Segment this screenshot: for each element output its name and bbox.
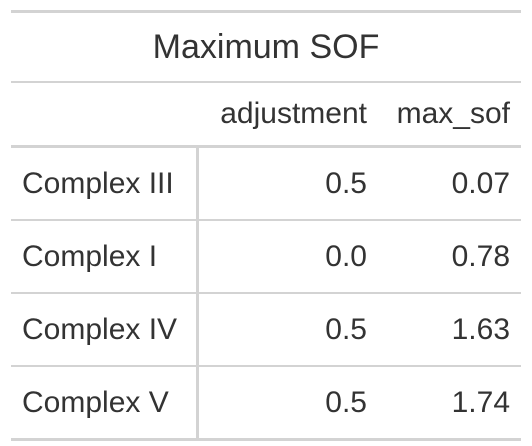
row-label: Complex V — [11, 366, 199, 440]
adjustment-cell: 0.5 — [325, 312, 367, 346]
table-body: Complex III 0.5 0.07 Complex I 0.0 0.78 … — [11, 146, 521, 440]
table-header: adjustment max_sof — [11, 83, 521, 147]
adjustment-cell: 0.0 — [325, 239, 367, 273]
max-sof-cell: 1.74 — [451, 385, 510, 419]
max-sof-cell: 0.07 — [451, 166, 510, 200]
row-label: Complex I — [11, 220, 199, 293]
table-row: Complex III 0.5 0.07 — [11, 146, 521, 220]
adjustment-cell: 0.5 — [325, 385, 367, 419]
title-rule — [11, 81, 521, 83]
summary-table-container: Maximum SOF adjustment max_sof Complex I… — [11, 10, 521, 441]
table-row: Complex V 0.5 1.74 — [11, 366, 521, 440]
column-header-stub — [11, 83, 197, 147]
table-title: Maximum SOF — [152, 27, 380, 66]
top-rule — [11, 10, 521, 13]
table-row: Complex I 0.0 0.78 — [11, 220, 521, 293]
adjustment-cell: 0.5 — [325, 166, 367, 200]
table-row: Complex IV 0.5 1.63 — [11, 293, 521, 366]
header-row: adjustment max_sof — [11, 83, 521, 147]
column-header-max-sof: max_sof — [396, 97, 510, 130]
row-label: Complex III — [11, 146, 199, 220]
max-sof-cell: 0.78 — [451, 239, 510, 273]
column-header-adjustment: adjustment — [220, 97, 367, 130]
row-label: Complex IV — [11, 293, 199, 366]
data-table: adjustment max_sof Complex III 0.5 0.07 … — [11, 83, 521, 441]
max-sof-cell: 1.63 — [451, 312, 510, 346]
